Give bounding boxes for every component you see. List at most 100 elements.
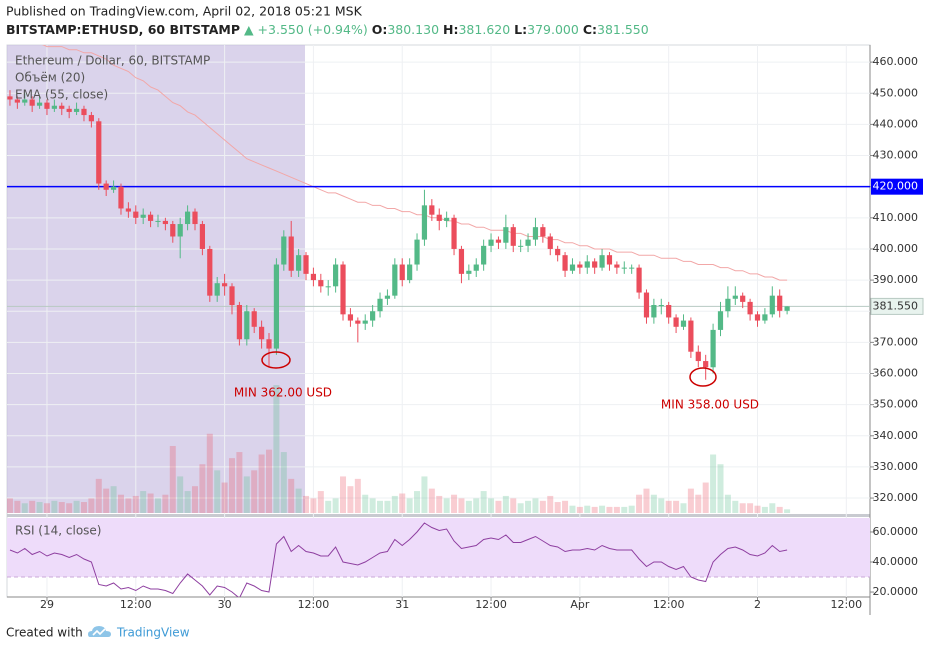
candle-body [88, 115, 94, 122]
volume-bar [502, 495, 509, 513]
candle-body [629, 267, 635, 269]
volume-bar [436, 495, 443, 513]
volume-bar [636, 494, 643, 513]
volume-bar [36, 502, 43, 513]
volume-bar [154, 498, 161, 513]
volume-legend: Объём (20) [15, 71, 85, 85]
volume-bar [340, 476, 347, 513]
field-label: C: [583, 22, 597, 37]
volume-bar [695, 494, 702, 513]
y-tick-label: 450.000 [873, 86, 919, 99]
candle-body [414, 239, 420, 265]
candle-body [614, 264, 620, 268]
volume-bar [21, 503, 28, 513]
volume-bar [658, 498, 665, 513]
candle-body [636, 267, 642, 293]
volume-bar [177, 476, 184, 513]
candle-body [347, 314, 354, 321]
candle-body [532, 227, 539, 240]
volume-bar [288, 478, 295, 513]
candle-body [66, 108, 72, 112]
volume-bar [732, 500, 739, 513]
candle-body [73, 108, 80, 112]
y-tick-label: 460.000 [873, 55, 919, 68]
volume-bar [332, 498, 339, 513]
x-tick-label: 30 [218, 598, 232, 611]
y-tick-label: 440.000 [873, 117, 919, 130]
candle-body [658, 305, 664, 306]
candle-body [495, 239, 502, 243]
candle-body [96, 121, 102, 184]
y-tick-label: 400.000 [873, 242, 919, 255]
candle-body [769, 295, 775, 315]
candle-body [540, 227, 546, 237]
candle-body [384, 295, 391, 299]
volume-bar [532, 498, 539, 513]
volume-bar [576, 506, 583, 513]
candle-body [273, 264, 280, 349]
candle-body [259, 326, 265, 340]
volume-bar [724, 494, 731, 513]
candle-body [444, 217, 450, 221]
volume-bar [414, 491, 421, 513]
volume-bar [80, 502, 87, 513]
volume-bar [236, 452, 243, 513]
rsi-pane [7, 518, 870, 597]
candle-body [732, 295, 738, 299]
candle-body [118, 186, 124, 209]
y-tick-label: 350.000 [873, 398, 919, 411]
candle-body [236, 305, 243, 340]
volume-bar [584, 505, 591, 513]
candle-body [370, 311, 376, 321]
volume-bar [443, 498, 450, 513]
volume-bar [43, 503, 50, 513]
candle-body [606, 255, 613, 265]
candle-body [747, 301, 753, 315]
volume-bar [754, 505, 761, 513]
candle-body [710, 329, 716, 368]
candle-body [103, 183, 109, 190]
x-tick-label: 29 [40, 598, 54, 611]
volume-bar [51, 500, 58, 513]
candle-body [666, 305, 672, 318]
candle-body [599, 255, 605, 268]
volume-bar [14, 500, 21, 513]
volume-bar [169, 445, 176, 513]
candle-body [762, 314, 768, 321]
volume-bar [221, 482, 228, 513]
volume-bar [687, 488, 694, 513]
candle-body [510, 227, 516, 246]
volume-bar [384, 500, 391, 513]
volume-bar [295, 488, 302, 513]
volume-bar [747, 503, 754, 513]
volume-bar [702, 482, 709, 513]
candle-body [717, 311, 724, 330]
candle-body [325, 286, 331, 288]
candle-body [407, 264, 413, 281]
field-value: 381.620 [458, 22, 510, 37]
candle-body [125, 208, 131, 212]
candle-body [569, 264, 576, 271]
x-tick-label: 12:00 [298, 598, 330, 611]
volume-bar [717, 464, 724, 513]
volume-bar [280, 452, 287, 513]
candle-body [310, 273, 317, 281]
candle-body [170, 224, 176, 237]
volume-bar [73, 500, 80, 513]
brand[interactable]: TradingView [116, 626, 190, 640]
volume-bar [258, 454, 265, 513]
ema-line [42, 45, 788, 281]
candle-body [110, 186, 117, 190]
candle-body [525, 239, 531, 246]
volume-bar [95, 478, 102, 513]
rsi-band [7, 518, 870, 578]
level-label: 420.000 [873, 180, 919, 193]
volume-bar [117, 494, 124, 513]
candle-body [377, 298, 383, 312]
volume-bar [428, 488, 435, 513]
volume-bar [399, 493, 406, 513]
candle-body [133, 211, 139, 218]
annotation: MIN 358.00 USD [661, 398, 759, 412]
volume-bar [7, 498, 13, 513]
